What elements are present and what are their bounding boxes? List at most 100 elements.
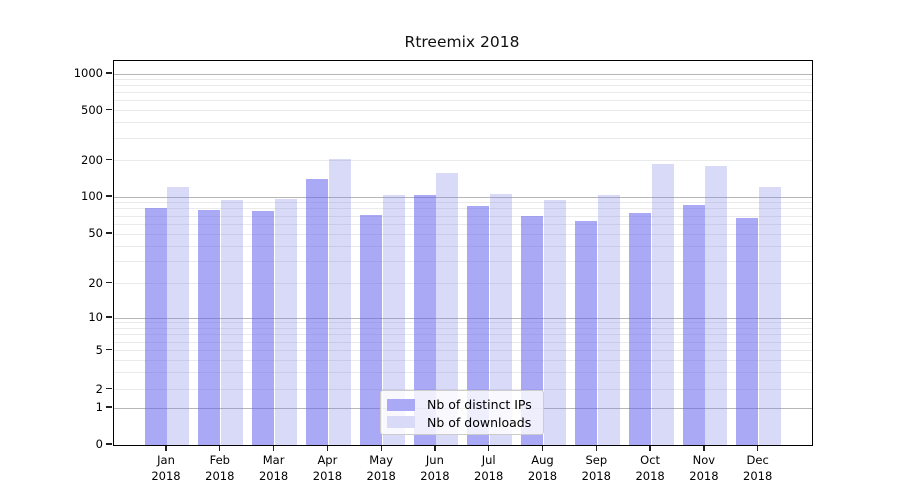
- x-tick-label-aug: Aug 2018: [527, 453, 558, 483]
- y-tick-label-100: 100: [81, 189, 103, 203]
- gridline-7: [114, 334, 812, 336]
- gridline-300: [114, 137, 812, 139]
- gridline-2: [114, 389, 812, 390]
- bar-nb-of-distinct-ips-may: [359, 214, 382, 445]
- x-tick-label-sep: Sep 2018: [581, 453, 611, 483]
- x-tick-label-dec: Dec 2018: [743, 453, 773, 483]
- y-tick-mark: [106, 316, 112, 318]
- y-tick-mark: [106, 195, 112, 197]
- x-tick-mark: [757, 445, 759, 452]
- gridline-50: [114, 233, 812, 235]
- y-tick-label-50: 50: [88, 226, 103, 240]
- gridline-400: [114, 122, 812, 124]
- gridline-20: [114, 283, 812, 284]
- legend-label: Nb of downloads: [427, 414, 532, 430]
- x-tick-mark: [272, 445, 275, 452]
- legend-label: Nb of distinct IPs: [427, 397, 532, 413]
- x-tick-mark: [219, 445, 221, 452]
- bar-nb-of-downloads-feb: [221, 200, 244, 445]
- bar-nb-of-downloads-jan: [167, 187, 190, 445]
- x-tick-label-oct: Oct 2018: [635, 453, 665, 483]
- plot-area: [113, 60, 813, 446]
- x-tick-mark: [649, 445, 651, 452]
- x-tick-mark: [595, 445, 597, 452]
- bar-nb-of-distinct-ips-jun: [413, 194, 436, 445]
- y-tick-mark: [106, 387, 112, 390]
- bar-nb-of-downloads-dec: [759, 187, 782, 445]
- x-tick-label-may: May 2018: [366, 453, 396, 483]
- legend-swatch: [387, 416, 415, 429]
- x-tick-mark: [380, 445, 382, 452]
- y-tick-mark: [106, 232, 112, 234]
- y-tick-label-2: 2: [95, 381, 103, 396]
- gridline-4: [114, 359, 812, 361]
- legend-row: Nb of distinct IPs: [387, 396, 535, 414]
- y-tick-mark: [106, 281, 112, 284]
- gridline-70: [114, 215, 812, 217]
- gridline-200: [114, 160, 812, 161]
- bar-nb-of-downloads-apr: [328, 158, 351, 445]
- gridline-700: [114, 92, 812, 94]
- x-tick-mark: [703, 445, 705, 452]
- y-tick-label-20: 20: [88, 275, 103, 290]
- gridline-9: [114, 322, 812, 324]
- bar-nb-of-downloads-jul: [490, 193, 513, 445]
- bar-nb-of-distinct-ips-dec: [736, 218, 759, 445]
- y-tick-mark: [106, 108, 112, 111]
- y-tick-mark: [106, 72, 112, 74]
- bar-nb-of-downloads-oct: [651, 163, 674, 445]
- bar-nb-of-distinct-ips-jan: [144, 208, 167, 445]
- x-tick-mark: [326, 445, 329, 452]
- bar-nb-of-distinct-ips-nov: [682, 205, 705, 445]
- legend: Nb of distinct IPs Nb of downloads: [380, 390, 544, 435]
- gridline-1000: [114, 73, 812, 75]
- gridline-60: [114, 223, 812, 225]
- x-tick-label-nov: Nov 2018: [689, 453, 719, 483]
- x-tick-label-jan: Jan 2018: [151, 453, 181, 483]
- y-tick-mark: [106, 348, 112, 351]
- bar-nb-of-downloads-nov: [705, 166, 728, 445]
- gridline-3: [114, 371, 812, 373]
- chart-title: Rtreemix 2018: [404, 33, 520, 51]
- x-tick-mark: [165, 445, 167, 452]
- y-tick-label-200: 200: [81, 152, 103, 167]
- bar-nb-of-downloads-mar: [275, 199, 297, 445]
- y-tick-mark: [106, 158, 112, 161]
- x-tick-label-mar: Mar 2018: [258, 453, 289, 483]
- y-tick-mark: [106, 406, 112, 408]
- bar-nb-of-downloads-jun: [436, 172, 459, 445]
- bar-nb-of-distinct-ips-feb: [198, 209, 221, 445]
- y-tick-label-500: 500: [81, 102, 103, 117]
- gridline-10: [114, 317, 812, 319]
- x-tick-label-jul: Jul 2018: [474, 453, 504, 483]
- y-tick-label-10: 10: [88, 310, 103, 324]
- x-tick-label-feb: Feb 2018: [205, 453, 235, 483]
- gridline-100: [114, 196, 812, 198]
- bar-nb-of-downloads-may: [382, 195, 405, 445]
- legend-row: Nb of downloads: [387, 414, 535, 432]
- bar-nb-of-distinct-ips-aug: [521, 216, 544, 445]
- bar-nb-of-distinct-ips-apr: [306, 179, 328, 445]
- gridline-8: [114, 328, 812, 329]
- gridline-800: [114, 85, 812, 87]
- gridline-900: [114, 79, 812, 80]
- gridline-5: [114, 350, 812, 351]
- bar-nb-of-downloads-aug: [543, 200, 566, 445]
- x-tick-mark: [541, 445, 544, 452]
- gridline-30: [114, 261, 812, 263]
- y-tick-label-5: 5: [95, 342, 103, 357]
- y-tick-label-0: 0: [95, 437, 103, 451]
- gridline-80: [114, 208, 812, 210]
- bar-nb-of-downloads-sep: [597, 194, 620, 445]
- gridline-40: [114, 245, 812, 247]
- gridline-500: [114, 110, 812, 111]
- bar-nb-of-distinct-ips-mar: [252, 211, 275, 445]
- bar-nb-of-distinct-ips-sep: [574, 220, 597, 445]
- bar-nb-of-distinct-ips-oct: [628, 213, 651, 445]
- gridline-90: [114, 202, 812, 204]
- legend-swatch: [387, 398, 415, 411]
- y-tick-label-1: 1: [95, 400, 103, 414]
- x-tick-mark: [434, 445, 436, 452]
- gridline-600: [114, 100, 812, 102]
